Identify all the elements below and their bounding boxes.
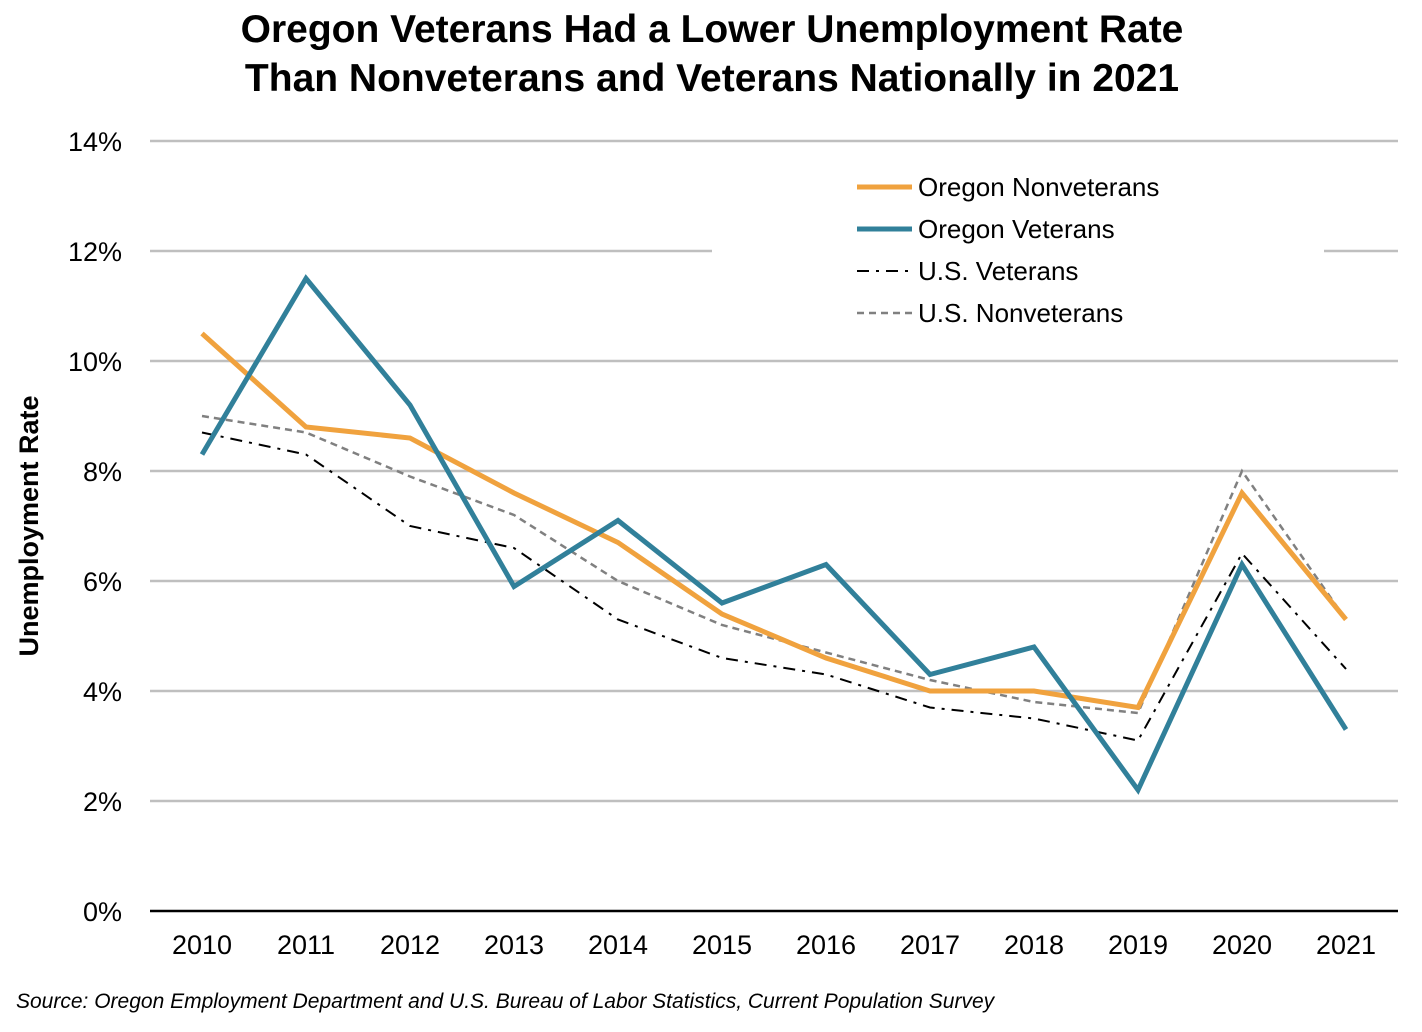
series-line-u-s-veterans <box>201 431 1347 742</box>
legend-background <box>712 160 1324 342</box>
chart-title-line-2: Than Nonveterans and Veterans Nationally… <box>245 57 1179 100</box>
x-tick-label: 2012 <box>380 930 440 960</box>
y-axis-label: Unemployment Rate <box>14 395 44 656</box>
x-tick-label: 2016 <box>796 930 856 960</box>
y-tick-label: 2% <box>83 787 122 817</box>
series-lines <box>199 274 1349 795</box>
legend-entry: Oregon Veterans <box>918 214 1115 244</box>
x-tick-label: 2021 <box>1316 930 1376 960</box>
y-tick-label: 12% <box>68 237 122 267</box>
x-tick-label: 2011 <box>277 930 335 960</box>
legend-entry: U.S. Veterans <box>918 256 1078 286</box>
x-tick-label: 2014 <box>588 930 648 960</box>
series-line-u-s-nonveterans <box>201 414 1348 715</box>
x-tick-label: 2019 <box>1108 930 1168 960</box>
x-tick-label: 2010 <box>172 930 232 960</box>
x-tick-label: 2018 <box>1004 930 1064 960</box>
legend-box <box>712 160 1324 342</box>
x-tick-labels: 2010 2011 2012 2013 2014 2015 2016 2017 2018 2019… <box>172 930 1376 960</box>
x-tick-label: 2015 <box>692 930 752 960</box>
legend-entry: Oregon Nonveterans <box>918 172 1159 202</box>
x-tick-label: 2013 <box>484 930 544 960</box>
y-tick-label: 6% <box>83 567 122 597</box>
series-line-oregon-veterans <box>199 274 1349 795</box>
x-tick-label: 2017 <box>900 930 960 960</box>
y-tick-label: 4% <box>83 677 122 707</box>
y-tick-label: 0% <box>83 897 122 927</box>
y-tick-label: 14% <box>68 127 122 157</box>
y-tick-labels: 0% 2% 4% 6% 8% 10% 12% 14% <box>68 127 122 927</box>
y-tick-label: 8% <box>83 457 122 487</box>
gridlines <box>150 139 1398 913</box>
x-tick-label: 2020 <box>1212 930 1272 960</box>
y-tick-label: 10% <box>68 347 122 377</box>
chart-title-line-1: Oregon Veterans Had a Lower Unemployment… <box>241 8 1184 51</box>
legend-entry: U.S. Nonveterans <box>918 298 1123 328</box>
series-line-oregon-nonveterans <box>200 331 1348 711</box>
legend: Oregon Nonveterans Oregon Veterans U.S. Ve… <box>857 172 1159 328</box>
source-note: Source: Oregon Employment Department and… <box>16 990 996 1013</box>
